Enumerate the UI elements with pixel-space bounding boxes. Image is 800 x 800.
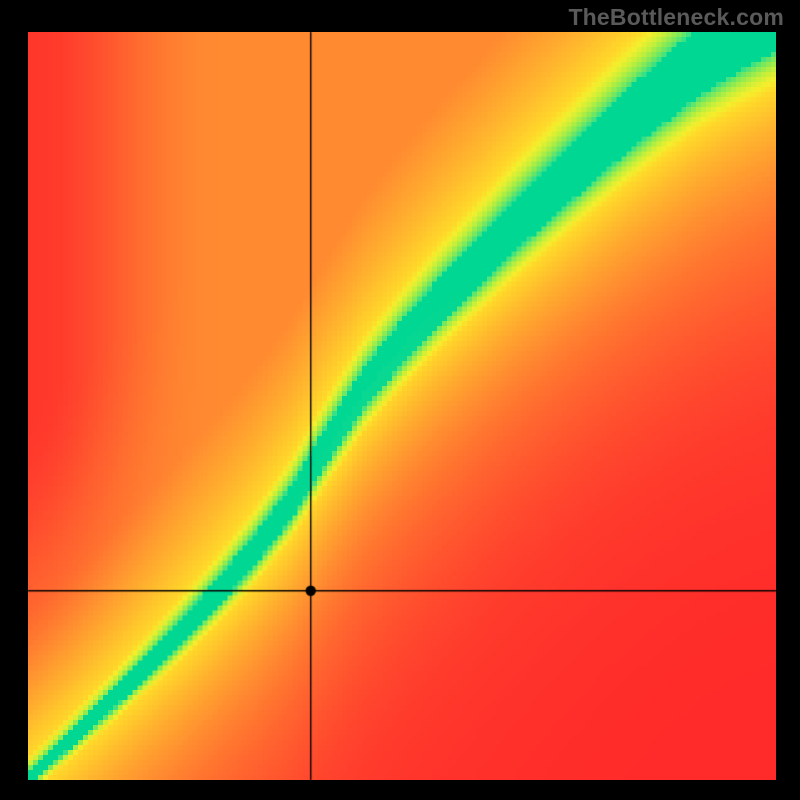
chart-container: TheBottleneck.com <box>0 0 800 800</box>
crosshair-overlay <box>0 0 800 800</box>
watermark-text: TheBottleneck.com <box>568 4 784 31</box>
